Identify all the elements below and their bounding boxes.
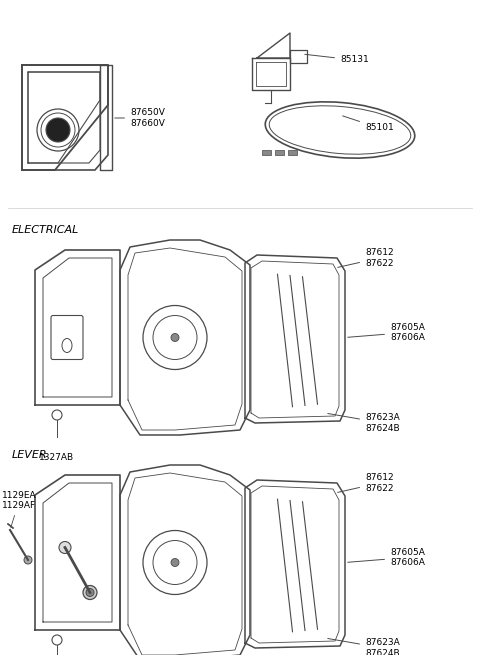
Ellipse shape bbox=[171, 559, 179, 567]
Bar bbox=[275, 150, 284, 155]
Text: 85131: 85131 bbox=[305, 54, 369, 64]
Text: 87605A
87606A: 87605A 87606A bbox=[348, 323, 425, 342]
Ellipse shape bbox=[46, 118, 70, 142]
Text: 87612
87622: 87612 87622 bbox=[338, 248, 394, 268]
Text: 87605A
87606A: 87605A 87606A bbox=[348, 548, 425, 567]
Ellipse shape bbox=[86, 588, 94, 597]
Text: 87650V
87660V: 87650V 87660V bbox=[115, 108, 165, 128]
Text: 85101: 85101 bbox=[343, 116, 394, 132]
Text: ELECTRICAL: ELECTRICAL bbox=[12, 225, 79, 235]
Text: 87623A
87624B: 87623A 87624B bbox=[328, 639, 400, 655]
Bar bbox=[262, 150, 271, 155]
Text: 1129EA
1129AF: 1129EA 1129AF bbox=[2, 491, 36, 527]
Text: 87623A
87624B: 87623A 87624B bbox=[328, 413, 400, 433]
Ellipse shape bbox=[24, 556, 32, 564]
Ellipse shape bbox=[83, 586, 97, 599]
Ellipse shape bbox=[171, 333, 179, 341]
Ellipse shape bbox=[59, 542, 71, 553]
Text: LEVER: LEVER bbox=[12, 450, 48, 460]
Text: 87612
87622: 87612 87622 bbox=[338, 474, 394, 493]
Text: 1327AB: 1327AB bbox=[39, 453, 74, 462]
Bar bbox=[288, 150, 297, 155]
